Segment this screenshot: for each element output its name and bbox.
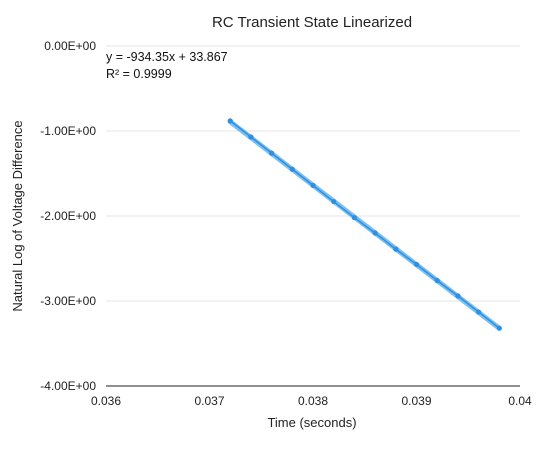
y-tick-label: -1.00E+00 bbox=[40, 124, 96, 138]
y-tick-label: -3.00E+00 bbox=[40, 294, 96, 308]
chart-title: RC Transient State Linearized bbox=[212, 14, 412, 31]
y-tick-label: 0.00E+00 bbox=[44, 39, 96, 53]
y-axis-title: Natural Log of Voltage Difference bbox=[10, 120, 25, 311]
r-squared-label: R² = 0.9999 bbox=[106, 67, 172, 81]
x-tick-label: 0.04 bbox=[508, 394, 532, 408]
series-layer bbox=[227, 118, 502, 331]
data-point bbox=[227, 118, 233, 124]
data-point bbox=[413, 261, 420, 268]
x-axis-ticks: 0.036 0.037 0.038 0.039 0.04 bbox=[91, 394, 532, 408]
x-tick-label: 0.039 bbox=[401, 394, 431, 408]
data-point bbox=[269, 150, 275, 156]
data-point bbox=[434, 278, 440, 284]
x-axis-title: Time (seconds) bbox=[267, 415, 356, 430]
y-axis-ticks: 0.00E+00 -1.00E+00 -2.00E+00 -3.00E+00 -4.00… bbox=[40, 39, 96, 393]
data-point bbox=[476, 309, 482, 315]
gridlines bbox=[106, 45, 520, 387]
data-point bbox=[496, 325, 502, 331]
x-tick-label: 0.038 bbox=[298, 394, 328, 408]
x-tick-label: 0.036 bbox=[91, 394, 121, 408]
series-line bbox=[229, 120, 500, 329]
data-point bbox=[310, 182, 316, 188]
data-point bbox=[289, 166, 295, 172]
data-point bbox=[351, 215, 357, 221]
data-point bbox=[331, 198, 337, 205]
trendline-equation: y = -934.35x + 33.867 bbox=[106, 50, 228, 64]
data-point bbox=[393, 246, 399, 252]
x-tick-label: 0.037 bbox=[194, 394, 224, 408]
data-point bbox=[372, 230, 378, 236]
y-tick-label: -2.00E+00 bbox=[40, 209, 96, 223]
data-point bbox=[455, 293, 461, 299]
y-tick-label: -4.00E+00 bbox=[40, 379, 96, 393]
data-point bbox=[248, 134, 254, 140]
